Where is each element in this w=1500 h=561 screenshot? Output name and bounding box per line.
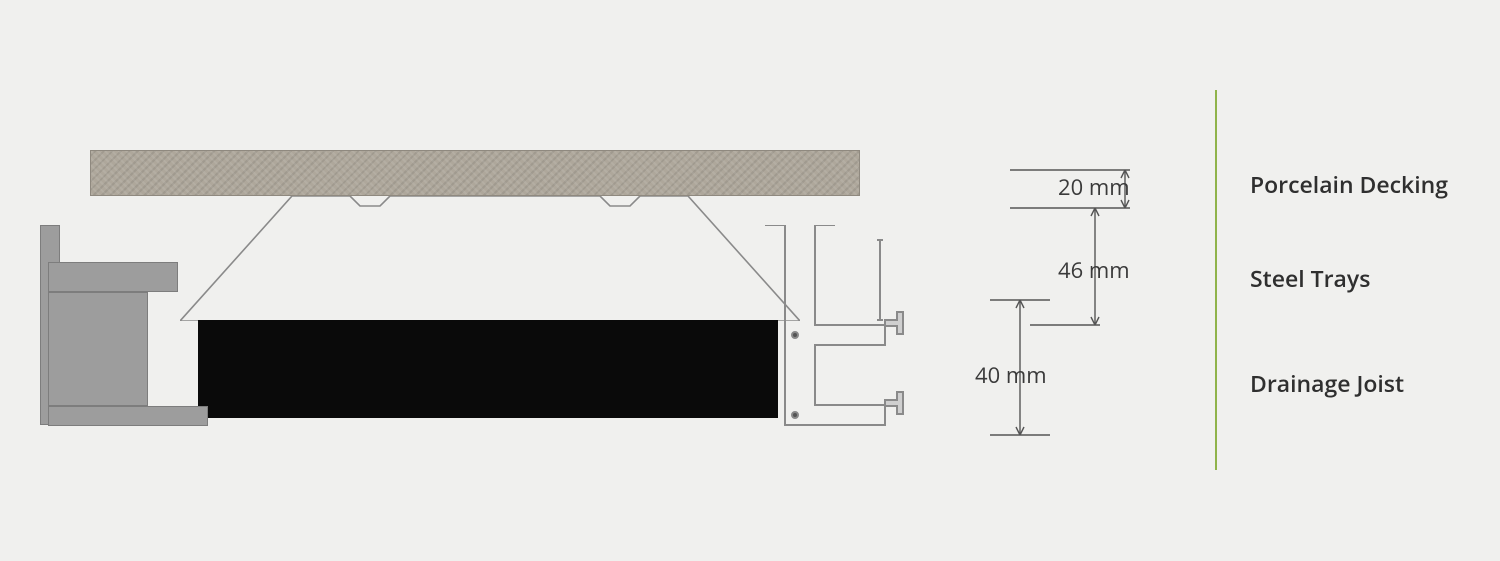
left-profile-base	[48, 406, 208, 426]
legend-divider	[1215, 90, 1217, 470]
dimension-joist-label: 40 mm	[975, 360, 1047, 390]
layer-steel-trays	[180, 196, 800, 321]
left-profile-cap	[48, 262, 178, 292]
dimension-porcelain-label: 20 mm	[1058, 172, 1130, 202]
cross-section	[40, 150, 900, 440]
layer-drainage-joist	[198, 320, 778, 418]
legend-item-joist: Drainage Joist	[1250, 367, 1404, 399]
layer-porcelain	[90, 150, 860, 196]
dimension-trays-label: 46 mm	[1058, 255, 1130, 285]
diagram-stage: 20 mm 46 mm 40 mm Porcelain Decking Stee…	[0, 0, 1500, 561]
left-profile-body	[48, 292, 148, 406]
edge-rail-profile	[765, 225, 915, 435]
legend-item-porcelain: Porcelain Decking	[1250, 168, 1448, 200]
legend-item-trays: Steel Trays	[1250, 262, 1370, 294]
